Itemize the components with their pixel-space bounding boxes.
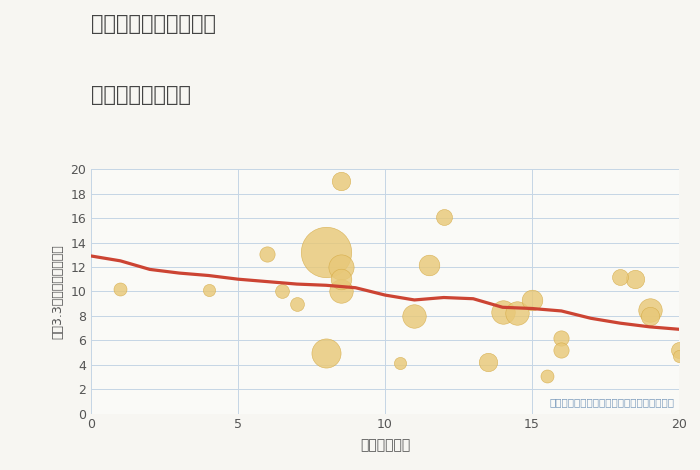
Point [497, 308, 508, 316]
Text: 駅距離別土地価格: 駅距離別土地価格 [91, 85, 191, 105]
Point [556, 334, 567, 342]
Point [629, 275, 641, 283]
Text: 千葉県銚子市桜井町の: 千葉県銚子市桜井町の [91, 14, 216, 34]
Point [482, 359, 493, 366]
Point [512, 310, 523, 317]
Point [556, 346, 567, 354]
Point [541, 372, 552, 379]
Point [615, 273, 626, 281]
Point [644, 312, 655, 320]
Text: 円の大きさは、取引のあった物件面積を示す: 円の大きさは、取引のあった物件面積を示す [550, 398, 675, 407]
Y-axis label: 坪（3.3㎡）単価（万円）: 坪（3.3㎡）単価（万円） [52, 244, 64, 339]
X-axis label: 駅距離（分）: 駅距離（分） [360, 439, 410, 453]
Point [321, 249, 332, 256]
Point [526, 296, 538, 304]
Point [291, 300, 302, 307]
Point [115, 285, 126, 293]
Point [276, 288, 288, 295]
Point [335, 288, 346, 295]
Point [394, 360, 405, 367]
Point [644, 306, 655, 313]
Point [673, 352, 685, 360]
Point [424, 261, 435, 268]
Point [409, 312, 420, 320]
Point [335, 263, 346, 271]
Point [673, 346, 685, 354]
Point [335, 275, 346, 283]
Point [262, 250, 273, 257]
Point [321, 349, 332, 356]
Point [438, 213, 449, 220]
Point [335, 178, 346, 185]
Point [203, 286, 214, 294]
